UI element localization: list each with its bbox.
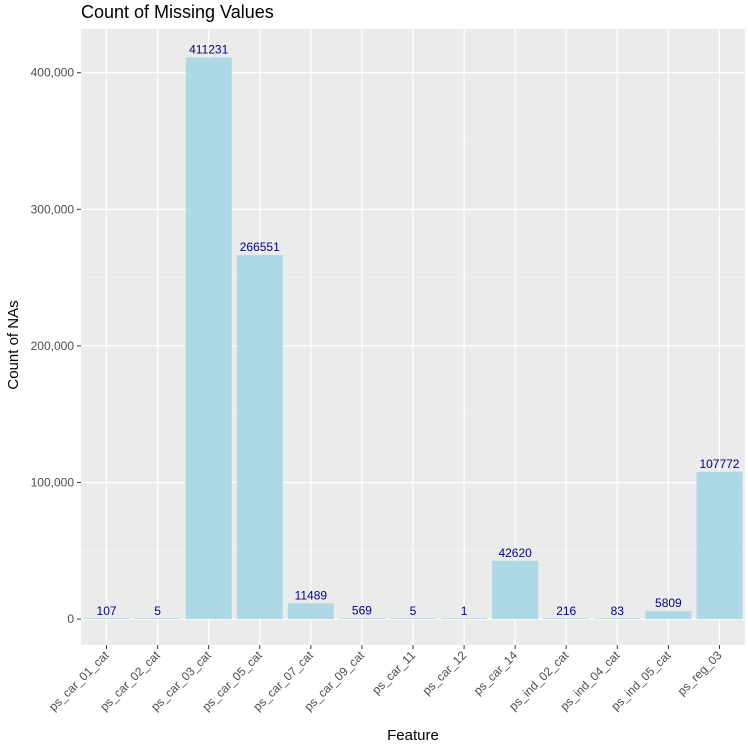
bar <box>594 618 641 620</box>
y-tick-label: 0 <box>67 612 74 626</box>
bar <box>134 618 181 620</box>
y-axis-ticks: 0 100,000 200,000 300,000 400,000 <box>31 66 81 626</box>
data-label: 107772 <box>699 457 739 471</box>
data-label: 11489 <box>295 588 328 602</box>
bar <box>543 618 590 620</box>
x-axis-title: Feature <box>387 727 439 744</box>
data-label: 216 <box>556 604 576 618</box>
y-tick-label: 100,000 <box>31 475 75 489</box>
bar <box>390 618 436 620</box>
bar <box>492 560 539 620</box>
x-axis-ticks: ps_car_01_catps_car_02_catps_car_03_catp… <box>46 645 725 714</box>
y-axis-title: Count of NAs <box>5 300 22 389</box>
chart-title: Count of Missing Values <box>81 2 274 22</box>
data-label: 5 <box>154 604 161 618</box>
bar <box>441 618 488 620</box>
data-label: 5809 <box>655 596 682 610</box>
data-labels: 107 5 411231 266551 11489 569 5 1 42620 216 83 5809… <box>97 42 740 618</box>
bar <box>338 618 385 620</box>
data-label: 569 <box>352 603 372 617</box>
data-label: 266551 <box>240 240 280 254</box>
x-tick-label: ps_car_11 <box>369 648 418 697</box>
data-label: 411231 <box>189 42 228 56</box>
data-label: 5 <box>410 604 417 618</box>
data-label: 1 <box>461 604 468 618</box>
x-tick-label: ps_reg_03 <box>675 648 725 698</box>
bar <box>83 618 130 620</box>
x-tick-label: ps_car_12 <box>420 648 470 698</box>
y-tick-label: 200,000 <box>31 339 75 353</box>
bar <box>236 254 283 620</box>
y-tick-label: 400,000 <box>31 66 75 80</box>
bar <box>185 57 232 620</box>
bar <box>696 471 743 620</box>
data-label: 83 <box>611 604 625 618</box>
data-label: 107 <box>97 604 117 618</box>
bar <box>287 603 334 620</box>
x-tick-label: ps_car_14 <box>471 648 521 698</box>
data-label: 42620 <box>498 546 532 560</box>
bars <box>83 57 743 620</box>
y-tick-label: 300,000 <box>31 202 75 216</box>
bar <box>645 611 692 620</box>
